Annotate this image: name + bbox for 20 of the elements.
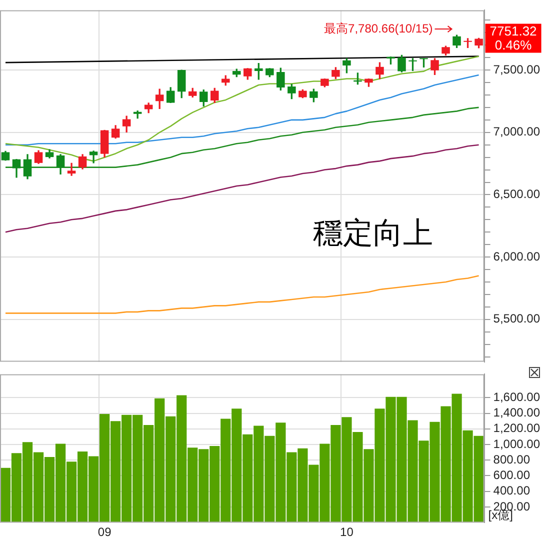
annotation: 穩定向上 (312, 217, 433, 250)
y-tick-label: 1,400.00 (493, 406, 540, 420)
y-tick-label: 600.00 (493, 468, 530, 482)
candlestick (89, 150, 98, 164)
y-tick-label: 6,000.00 (493, 249, 540, 264)
y-tick-label: 800.00 (493, 452, 530, 466)
y-tick-label: 1,600.00 (493, 390, 540, 404)
x-tick-label: 10 (340, 525, 354, 540)
y-tick-label: 7,500.00 (493, 62, 540, 76)
y-tick-label: 5,500.00 (493, 312, 540, 326)
y-tick-label: 400.00 (493, 484, 530, 498)
y-tick-label: 1,000.00 (493, 436, 540, 451)
annotation: 最高7,780.66(10/15) (324, 21, 433, 36)
x-tick-label: 09 (98, 525, 112, 540)
y-tick-label: 7,000.00 (493, 124, 540, 139)
text: 7751.32 (490, 23, 537, 38)
y-tick-label: 1,200.00 (493, 421, 540, 436)
text: 0.46% (494, 37, 532, 52)
y-tick-label: 6,500.00 (493, 187, 540, 202)
candlestick (67, 162, 76, 176)
